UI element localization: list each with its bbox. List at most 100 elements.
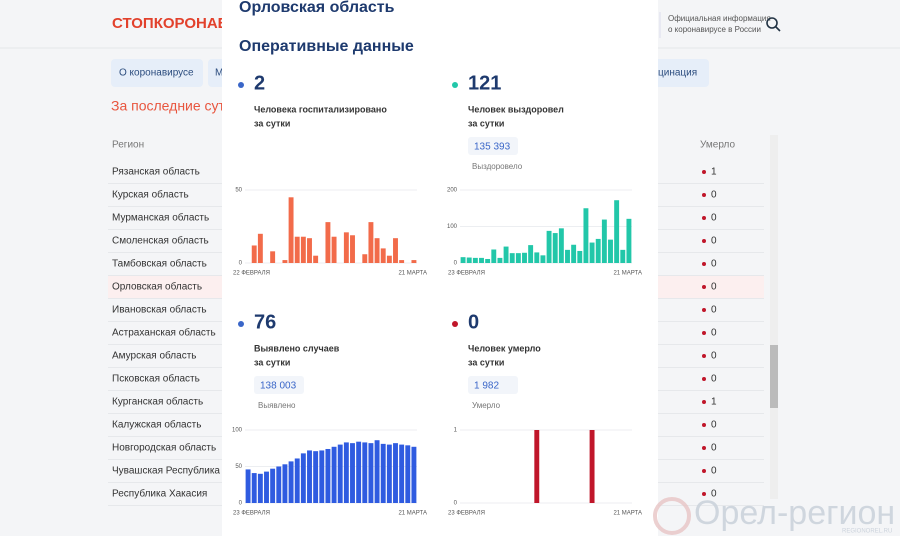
dot: [702, 331, 706, 335]
bar: [577, 250, 583, 263]
bar: [325, 448, 331, 503]
nav-button[interactable]: [111, 59, 203, 87]
watermark: Орел-регион: [694, 494, 895, 532]
bar: [264, 471, 269, 503]
region-name: Рязанская область: [112, 166, 200, 178]
bar: [399, 260, 405, 263]
y-tick-label: 200: [447, 188, 458, 194]
bar: [479, 257, 484, 263]
y-tick-label: 50: [235, 188, 242, 194]
region-name: Калужская область: [112, 419, 201, 431]
bar: [534, 430, 540, 503]
card-label: за сутки: [468, 357, 504, 367]
bar: [528, 245, 534, 263]
card-value: 76: [254, 311, 276, 333]
section-title: За последние сутки: [111, 98, 239, 114]
deaths-value: 0: [711, 351, 717, 362]
bar: [270, 468, 276, 503]
bar: [368, 443, 374, 503]
deaths-value: 0: [711, 420, 717, 431]
deaths-value: 0: [711, 190, 717, 201]
x-label: 23 ФЕВРАЛЯ: [233, 511, 270, 517]
total-box: [468, 376, 518, 394]
region-name: Мурманская область: [112, 212, 209, 224]
region-name: Новгородская область: [112, 442, 216, 454]
region-name: Тамбовская область: [112, 258, 207, 270]
dot: [702, 216, 706, 220]
bar: [288, 197, 294, 263]
bar: [546, 230, 552, 263]
modal-region: Орловская область: [239, 0, 395, 16]
bar: [331, 446, 337, 503]
y-tick-label: 0: [454, 501, 458, 507]
bar: [393, 238, 398, 263]
dot: [702, 492, 706, 496]
bar: [589, 242, 595, 263]
deaths-value: 1: [711, 167, 717, 178]
bar: [411, 446, 417, 503]
bar: [294, 236, 300, 263]
total-box: [468, 137, 518, 155]
bar: [608, 239, 613, 263]
total-value: 138 003: [260, 381, 297, 392]
bar: [282, 260, 288, 263]
column-header: Регион: [112, 140, 144, 151]
bar: [485, 258, 491, 263]
region-name: Ивановская область: [112, 304, 207, 316]
bar: [313, 451, 319, 503]
dot: [238, 82, 244, 88]
deaths-value: 0: [711, 443, 717, 454]
bar: [626, 218, 632, 263]
bar: [552, 233, 558, 263]
dot: [702, 469, 706, 473]
bar: [571, 244, 577, 263]
nav-label: М: [215, 68, 223, 79]
x-label: 21 МАРТА: [613, 271, 642, 277]
bar: [614, 200, 620, 263]
deaths-value: 0: [711, 466, 717, 477]
region-name: Республика Хакасия: [112, 488, 207, 500]
dot: [238, 321, 244, 327]
bar: [350, 443, 355, 503]
search-icon: [775, 26, 781, 32]
bar: [491, 249, 497, 263]
scrollbar[interactable]: [770, 135, 778, 499]
total-label: Выздоровело: [472, 162, 523, 171]
bar: [251, 245, 257, 263]
search-icon[interactable]: [766, 17, 778, 29]
bar: [307, 450, 312, 503]
dot: [702, 262, 706, 266]
x-label: 23 ФЕВРАЛЯ: [448, 511, 485, 517]
deaths-value: 1: [711, 397, 717, 408]
bar: [497, 257, 503, 263]
deaths-value: 0: [711, 374, 717, 385]
dot: [452, 321, 458, 327]
dot: [452, 82, 458, 88]
bar: [380, 248, 386, 263]
scrollbar-thumb[interactable]: [770, 345, 778, 408]
bar: [270, 251, 276, 263]
bar: [558, 228, 564, 263]
total-label: Умерло: [472, 401, 501, 410]
deaths-value: 0: [711, 259, 717, 270]
dot: [702, 354, 706, 358]
deaths-value: 0: [711, 489, 717, 500]
bar: [386, 255, 392, 263]
bar: [565, 249, 570, 263]
card-value: 121: [468, 72, 501, 94]
bar: [601, 219, 607, 263]
bar: [589, 430, 595, 503]
deaths-value: 0: [711, 236, 717, 247]
dot: [702, 239, 706, 243]
bar: [460, 257, 466, 263]
region-name: Астраханская область: [112, 327, 216, 339]
region-name: Курская область: [112, 189, 189, 201]
y-tick-label: 100: [232, 428, 243, 434]
y-tick-label: 50: [235, 464, 242, 470]
total-value: 135 393: [474, 142, 511, 153]
bar: [313, 255, 319, 263]
card-label: за сутки: [468, 118, 504, 128]
bar: [405, 445, 411, 503]
x-label: 21 МАРТА: [613, 511, 642, 517]
